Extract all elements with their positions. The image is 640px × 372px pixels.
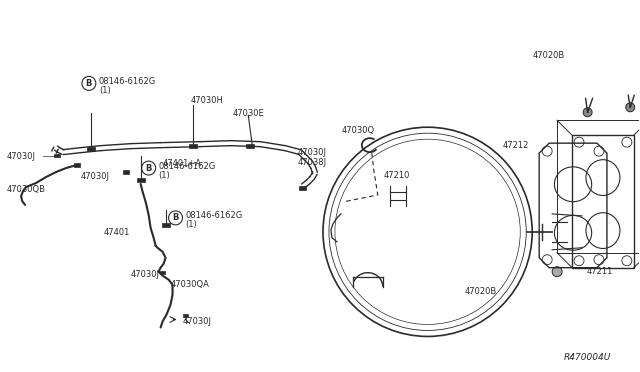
- Text: R470004U: R470004U: [564, 353, 611, 362]
- Text: 47212: 47212: [502, 141, 529, 150]
- Text: 47030J: 47030J: [298, 148, 327, 157]
- Text: 47020B: 47020B: [465, 287, 497, 296]
- Bar: [572, 135, 634, 268]
- Bar: [299, 186, 305, 190]
- Text: 08146-6162G: 08146-6162G: [186, 211, 243, 220]
- Text: B: B: [172, 214, 179, 222]
- Bar: [182, 314, 188, 317]
- Circle shape: [583, 108, 592, 117]
- Text: (1): (1): [99, 86, 111, 95]
- Text: 47038J: 47038J: [298, 158, 327, 167]
- Text: B: B: [145, 164, 152, 173]
- Text: 47401+A: 47401+A: [163, 158, 202, 167]
- Text: 47030J: 47030J: [6, 152, 35, 161]
- Text: 47030J: 47030J: [182, 317, 211, 326]
- Bar: [246, 144, 254, 148]
- Text: 08146-6162G: 08146-6162G: [99, 77, 156, 86]
- Text: 47030Q: 47030Q: [342, 126, 375, 135]
- Bar: [54, 154, 60, 157]
- Text: 47210: 47210: [384, 170, 410, 180]
- Text: 47030J: 47030J: [131, 270, 160, 279]
- Bar: [161, 223, 170, 227]
- Text: 08146-6162G: 08146-6162G: [159, 161, 216, 171]
- Text: (1): (1): [186, 220, 197, 230]
- Text: 47020B: 47020B: [532, 51, 564, 60]
- Bar: [137, 178, 145, 182]
- Bar: [123, 170, 129, 174]
- Bar: [74, 163, 80, 167]
- Text: 47030H: 47030H: [191, 96, 223, 105]
- Text: B: B: [86, 79, 92, 88]
- Text: 47030QB: 47030QB: [6, 186, 45, 195]
- Text: (1): (1): [159, 170, 170, 180]
- Text: 47401: 47401: [104, 228, 130, 237]
- Circle shape: [552, 267, 562, 277]
- Text: 47030QA: 47030QA: [171, 280, 209, 289]
- Text: 47211: 47211: [587, 267, 613, 276]
- Bar: [160, 271, 165, 274]
- Circle shape: [626, 103, 635, 112]
- Bar: [87, 147, 95, 151]
- Text: 47030E: 47030E: [232, 109, 264, 118]
- Bar: [189, 144, 198, 148]
- Text: 47030J: 47030J: [81, 171, 110, 180]
